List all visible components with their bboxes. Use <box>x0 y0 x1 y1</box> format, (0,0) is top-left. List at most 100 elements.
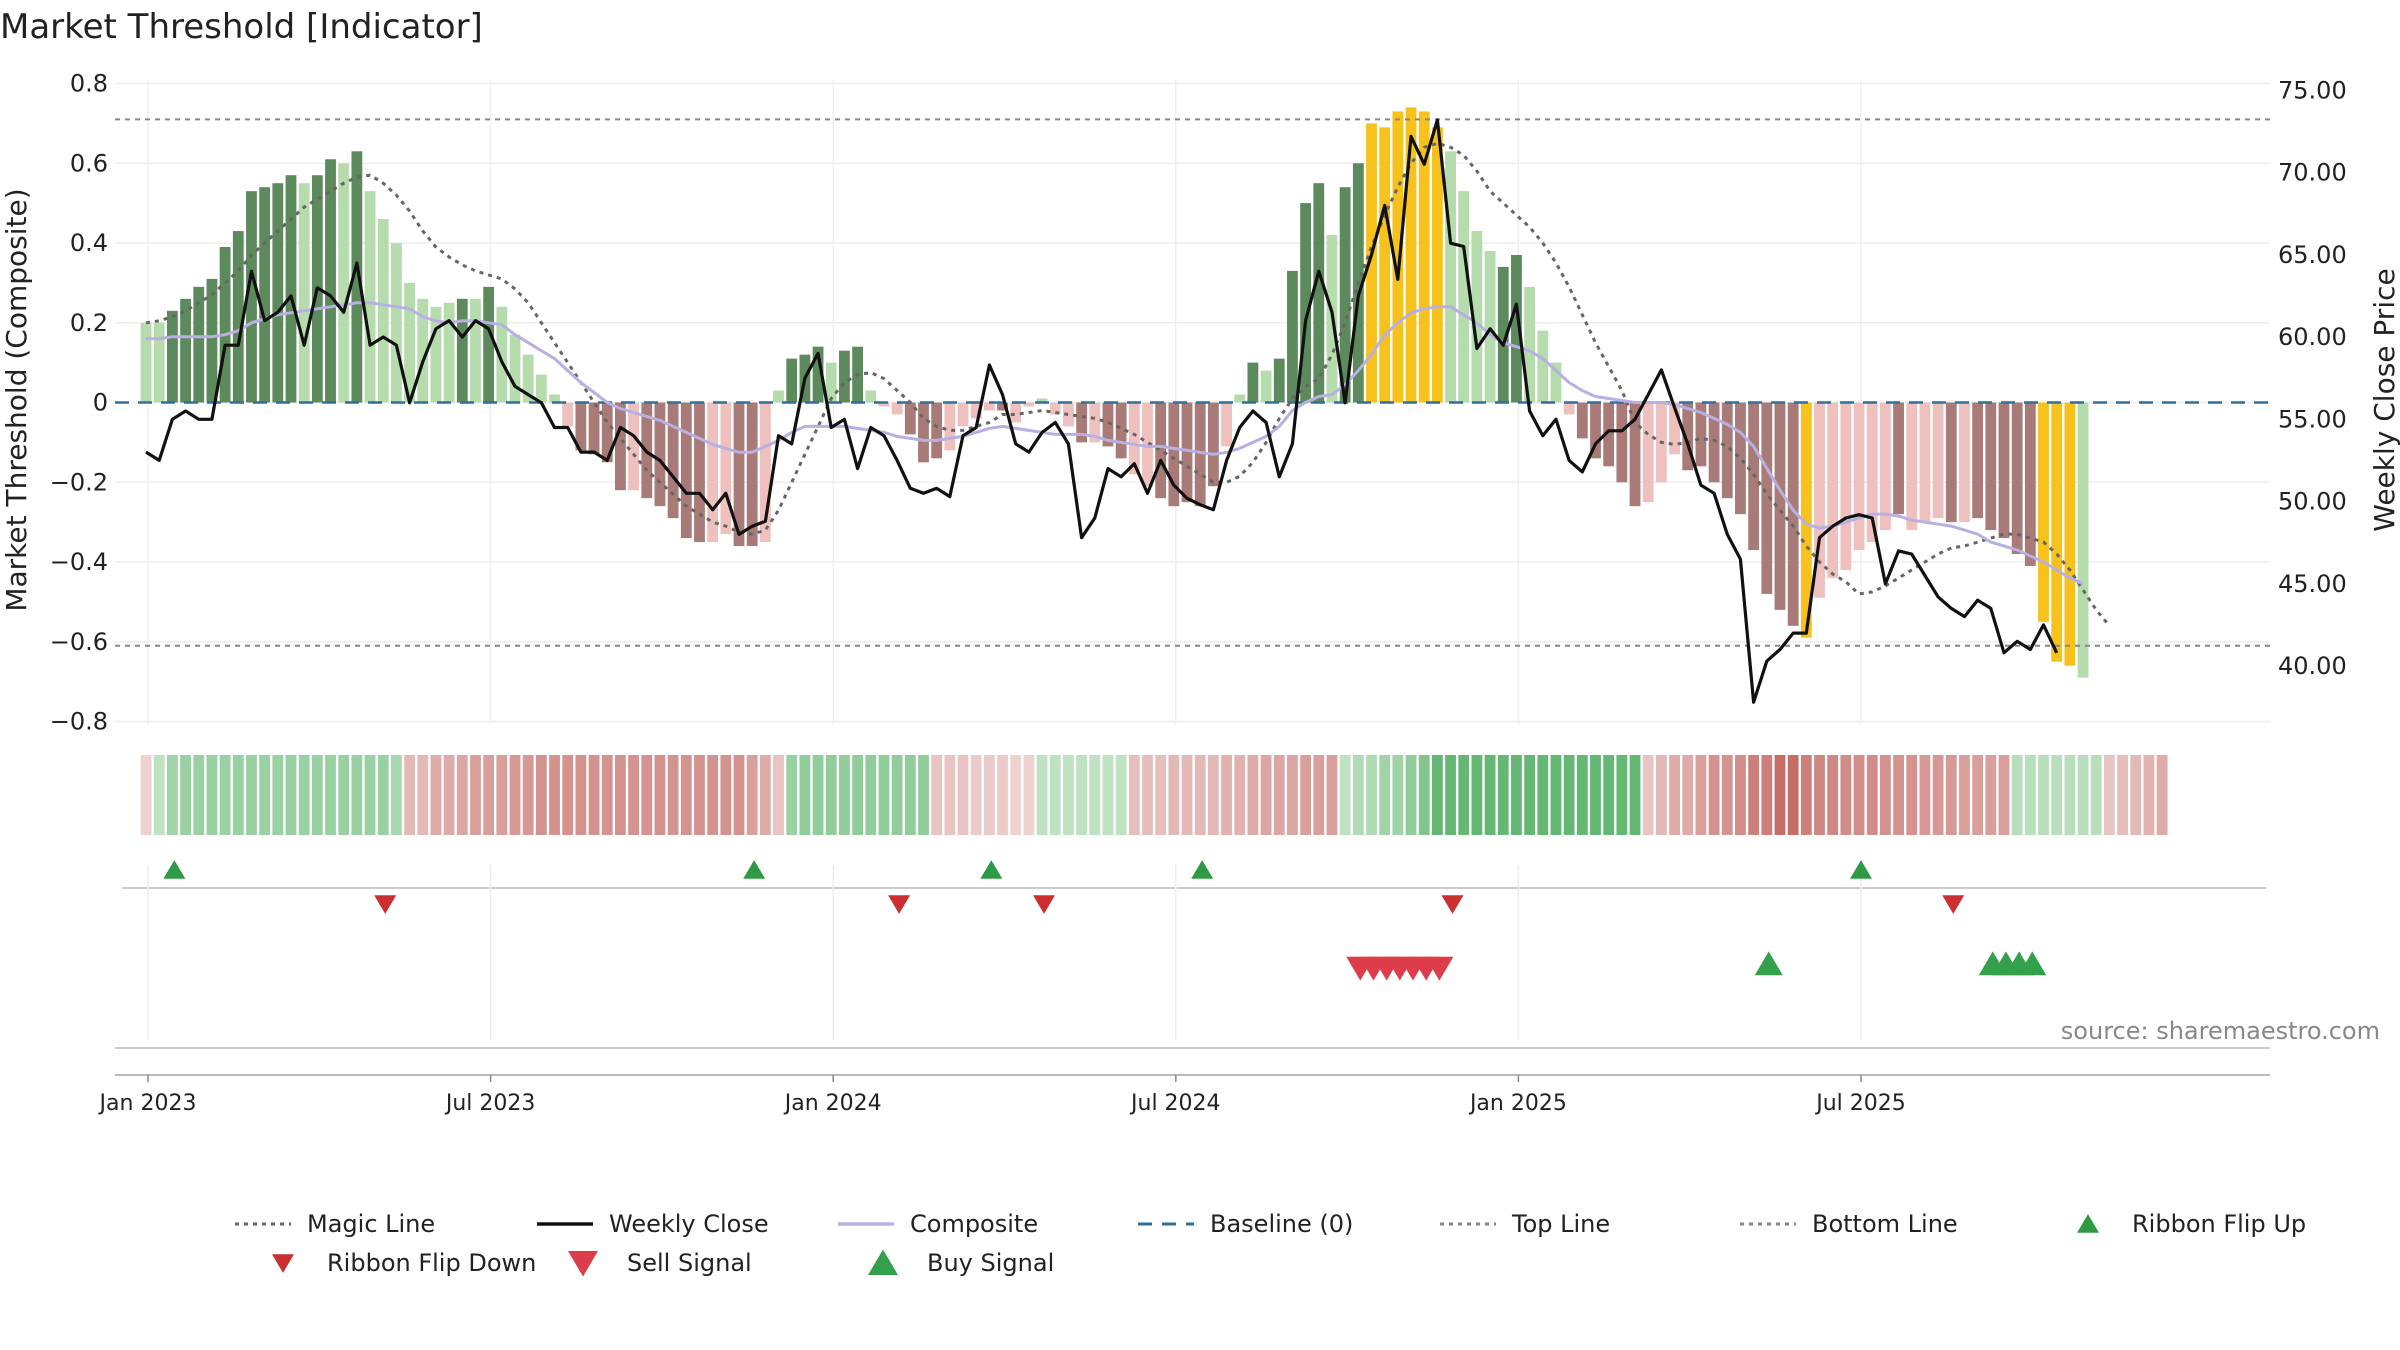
composite-bar <box>825 362 837 403</box>
legend-label: Buy Signal <box>927 1249 1054 1277</box>
composite-bar <box>1010 402 1022 423</box>
composite-bar <box>1471 231 1483 403</box>
ribbon-cell <box>1629 755 1641 835</box>
composite-bar <box>535 374 547 403</box>
ribbon-cell <box>1669 755 1680 835</box>
composite-bar <box>364 191 376 403</box>
y-right-tick-label: 70.00 <box>2278 159 2347 187</box>
series-lines <box>115 118 2270 704</box>
ribbon-cell <box>1511 755 1522 835</box>
ribbon-cell <box>1458 755 1470 835</box>
composite-bar <box>773 390 784 403</box>
composite-bar <box>1959 402 1970 523</box>
composite-bar <box>1418 111 1430 403</box>
ribbon-flip-up-marker <box>743 860 766 879</box>
composite-bar <box>285 175 297 403</box>
y-left-tick-label: −0.8 <box>50 708 108 736</box>
ribbon-cell <box>496 755 508 835</box>
composite-bar <box>1563 402 1575 415</box>
composite-bar <box>1405 107 1417 403</box>
ribbon-cell <box>2143 755 2155 835</box>
x-tick-label: Jul 2023 <box>444 1091 536 1116</box>
ribbon-cell <box>1313 755 1325 835</box>
composite-bar <box>153 322 165 403</box>
ribbon-cell <box>377 755 389 835</box>
composite-bar <box>1708 402 1720 483</box>
ribbon-cell <box>1748 755 1760 835</box>
ribbon-cell <box>1590 755 1601 835</box>
ribbon-cell <box>1049 755 1061 835</box>
ribbon-cell <box>1287 755 1298 835</box>
y-left-tick-label: −0.4 <box>50 548 108 576</box>
composite-bar <box>1049 402 1061 415</box>
ribbon-cell <box>246 755 257 835</box>
ribbon-cell <box>1142 755 1153 835</box>
composite-bar <box>1998 402 2010 539</box>
ribbon-cell <box>1089 755 1101 835</box>
composite-bar <box>1247 362 1259 403</box>
ribbon-cell <box>1036 755 1048 835</box>
ribbon-cell <box>680 755 692 835</box>
ribbon-cell <box>285 755 297 835</box>
composite-bar <box>1827 402 1839 578</box>
ribbon-cell <box>1616 755 1628 835</box>
composite-bar <box>878 402 890 407</box>
ribbon-cell <box>522 755 534 835</box>
composite-bar <box>601 402 613 463</box>
chart-legend: Magic Line Weekly Close Composite Baseline … <box>235 1210 2306 1277</box>
ribbon-cell <box>786 755 798 835</box>
ribbon-flip-up-marker <box>163 860 186 879</box>
ribbon-cell <box>707 755 719 835</box>
legend-swatch <box>2077 1214 2099 1233</box>
composite-bar <box>1155 402 1167 499</box>
ribbon-cell <box>615 755 626 835</box>
ribbon-cell <box>1260 755 1272 835</box>
composite-bar <box>1721 402 1733 499</box>
ribbon-cell <box>1155 755 1167 835</box>
ribbon-flip-down-marker <box>888 895 911 914</box>
ribbon-cell <box>1840 755 1852 835</box>
composite-bar <box>1497 266 1509 403</box>
composite-bar <box>1287 270 1298 403</box>
ribbon-cell <box>1919 755 1931 835</box>
ribbon-cell <box>1814 755 1825 835</box>
composite-bar <box>272 183 284 403</box>
ribbon-cell <box>812 755 824 835</box>
composite-bar <box>1800 402 1812 638</box>
composite-bar <box>918 402 929 463</box>
ribbon-cell <box>2011 755 2023 835</box>
ribbon-cell <box>1563 755 1575 835</box>
composite-bar <box>219 246 231 403</box>
ribbon-cell <box>1115 755 1127 835</box>
composite-bar <box>351 151 363 403</box>
y-right-tick-label: 40.00 <box>2278 652 2347 680</box>
composite-bar <box>417 298 429 403</box>
ribbon-cell <box>1682 755 1694 835</box>
ribbon-cell <box>1893 755 1904 835</box>
ribbon-flip-down-marker <box>1441 895 1464 914</box>
composite-bar <box>232 231 244 403</box>
ribbon-cell <box>2024 755 2036 835</box>
composite-bar <box>1616 402 1628 483</box>
legend-item-bottomline: Bottom Line <box>1740 1210 1958 1238</box>
legend-label: Magic Line <box>307 1210 435 1238</box>
ribbon-cell <box>325 755 336 835</box>
composite-bar <box>1932 402 1944 519</box>
ribbon-cell <box>2117 755 2128 835</box>
composite-bar <box>1076 402 1088 443</box>
legend-label: Sell Signal <box>627 1249 752 1277</box>
x-tick-label: Jul 2024 <box>1129 1091 1221 1116</box>
composite-bar <box>430 306 442 403</box>
ribbon-cell <box>2051 755 2063 835</box>
ribbon-cell <box>575 755 587 835</box>
ribbon-cell <box>1550 755 1562 835</box>
x-axis: Jan 2023 Jul 2023 Jan 2024 Jul 2024 Jan 2025… <box>98 1075 1906 1116</box>
ribbon-cell <box>153 755 165 835</box>
ribbon-cell <box>1023 755 1035 835</box>
legend-item-flipup: Ribbon Flip Up <box>2077 1210 2306 1238</box>
composite-bar <box>904 402 916 435</box>
ribbon-cell <box>1985 755 1997 835</box>
composite-bar <box>759 402 771 543</box>
legend-label: Ribbon Flip Up <box>2132 1210 2306 1238</box>
composite-bar <box>1511 254 1522 403</box>
